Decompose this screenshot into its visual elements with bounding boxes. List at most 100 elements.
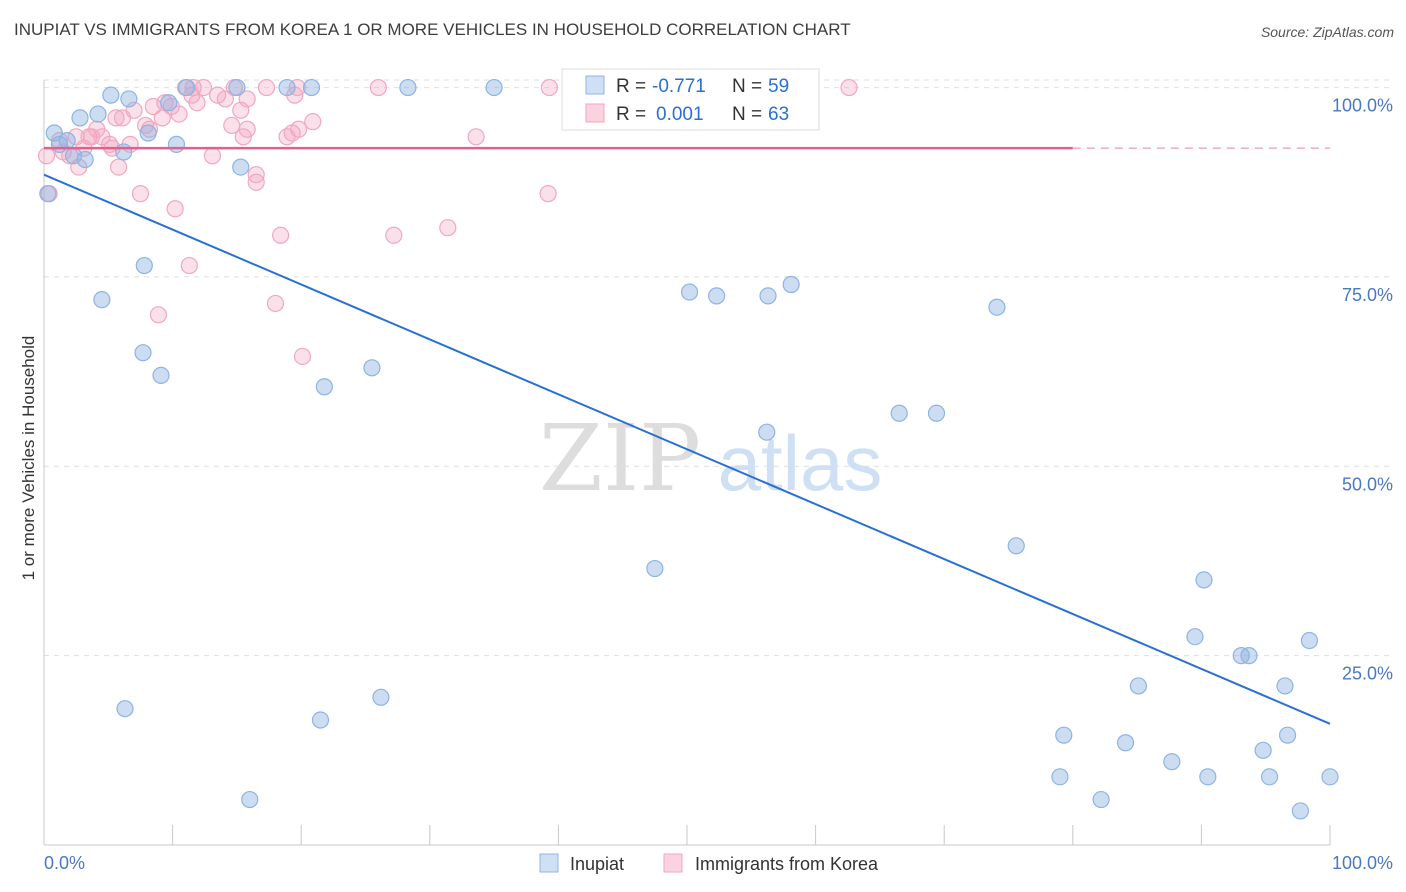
korea-point-33 [188,94,206,112]
inupiat-point-8 [102,86,120,104]
korea-point-23 [149,306,168,324]
inupiat-point-17 [302,78,321,97]
korea-point-34 [194,78,213,97]
stats-legend-r-label-1: R = [616,76,646,97]
korea-point-37 [216,90,234,108]
inupiat-point-24 [232,158,250,176]
inupiat-point-47 [1186,628,1204,646]
stats-legend-r-value-1: -0.771 [652,76,706,97]
y-tick-labels: 25.0% 50.0% 75.0% 100.0% [1332,96,1393,684]
inupiat-point-46 [1163,753,1181,771]
korea-point-43 [238,120,256,138]
korea-point-46 [257,78,276,97]
inupiat-point-43 [1092,790,1110,809]
inupiat-point-14 [178,78,196,97]
legend-korea-swatch [663,853,683,873]
inupiat-point-3 [58,131,76,150]
stats-legend-r-label-2: R = [616,104,646,125]
inupiat-trend-line [43,173,1331,725]
inupiat-point-32 [680,283,699,301]
y-tick-label-100: 100.0% [1332,96,1393,116]
inupiat-point-12 [160,94,178,112]
x-ticks [43,825,1331,845]
inupiat-point-21 [135,256,153,275]
inupiat-point-53 [1260,768,1279,786]
stats-legend-box [561,68,820,131]
inupiat-point-19 [485,78,503,97]
korea-point-54 [293,347,312,366]
series-korea-points [37,78,858,366]
inupiat-point-31 [646,559,664,578]
inupiat-point-45 [1129,677,1147,695]
korea-point-60 [539,185,557,203]
inupiat-point-16 [278,78,296,97]
series-inupiat-points [39,78,1339,820]
legend-korea-label: Immigrants from Korea [695,854,879,874]
korea-point-62 [840,78,858,97]
stats-legend-n-label-1: N = [732,76,762,97]
inupiat-point-13 [167,135,186,153]
legend-inupiat-label: Inupiat [570,854,624,874]
inupiat-point-36 [782,275,800,294]
stats-legend-n-label-2: N = [732,104,762,125]
inupiat-point-33 [707,287,726,305]
inupiat-point-11 [139,124,157,142]
korea-point-19 [131,185,150,203]
inupiat-point-51 [1240,647,1258,665]
inupiat-point-23 [152,366,170,384]
korea-point-55 [304,113,322,131]
inupiat-point-48 [1195,571,1213,589]
korea-point-27 [166,200,184,218]
korea-point-48 [272,226,290,244]
y-tick-label-50: 50.0% [1342,474,1393,494]
stats-legend-n-value-2: 63 [768,104,789,125]
legend-inupiat-swatch [539,853,559,873]
inupiat-point-26 [363,359,381,377]
watermark-atlas: atlas [718,419,883,507]
chart-title: INUPIAT VS IMMIGRANTS FROM KOREA 1 OR MO… [14,20,851,39]
trend-lines [43,146,1331,725]
inupiat-point-57 [1300,631,1319,650]
korea-point-47 [266,294,285,313]
korea-point-45 [247,166,265,184]
inupiat-point-37 [890,404,908,422]
inupiat-point-0 [39,185,57,203]
korea-point-35 [203,147,222,165]
korea-point-42 [238,90,256,108]
inupiat-point-7 [89,105,107,123]
inupiat-point-42 [1055,726,1073,744]
korea-point-56 [369,78,387,97]
korea-point-59 [467,128,485,146]
korea-point-0 [37,147,56,165]
inupiat-point-15 [228,78,246,97]
inupiat-point-54 [1276,677,1294,695]
inupiat-point-28 [241,790,259,809]
bottom-legend: Inupiat Immigrants from Korea [539,853,879,874]
korea-point-57 [385,226,403,244]
inupiat-point-58 [1321,768,1339,786]
inupiat-point-56 [1291,802,1310,820]
inupiat-point-5 [71,109,89,127]
stats-legend-r-value-2: 0.001 [656,104,704,125]
inupiat-point-30 [372,688,390,706]
stats-legend-inupiat-swatch [585,75,605,95]
korea-point-14 [107,109,125,127]
inupiat-point-25 [315,378,333,396]
x-tick-label-0: 0.0% [44,853,85,873]
inupiat-point-6 [76,150,94,169]
y-axis-label: 1 or more Vehicles in Household [19,336,38,581]
inupiat-point-55 [1278,726,1297,744]
inupiat-point-34 [758,423,776,441]
y-tick-label-75: 75.0% [1342,285,1393,305]
stats-legend: R = -0.771 N = 59 R = 0.001 N = 63 [561,68,820,131]
inupiat-point-22 [134,344,152,362]
korea-point-53 [290,120,308,138]
watermark-zip: ZIP [539,405,701,512]
y-tick-label-25: 25.0% [1342,664,1393,684]
inupiat-point-40 [1007,537,1025,555]
inupiat-point-44 [1116,734,1135,752]
inupiat-point-41 [1051,768,1069,786]
inupiat-point-39 [988,298,1006,316]
inupiat-point-9 [115,143,133,161]
